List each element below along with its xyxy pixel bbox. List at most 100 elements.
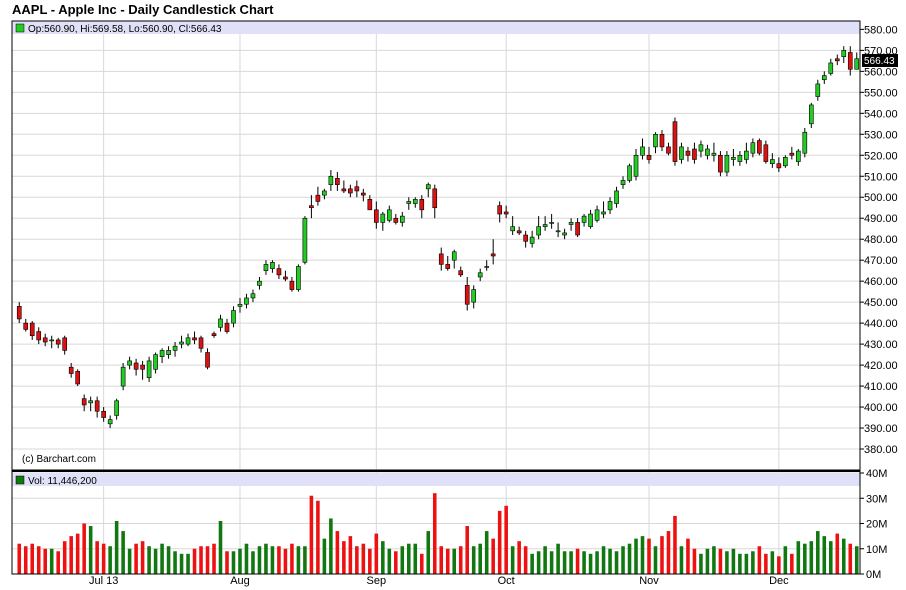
volume-bar <box>153 548 158 574</box>
candle-body <box>276 268 282 276</box>
price-tick-label: 400.00 <box>864 402 898 414</box>
candle-body <box>601 211 606 215</box>
price-tick-label: 510.00 <box>864 171 898 183</box>
volume-bar <box>809 541 814 574</box>
volume-bar <box>530 553 534 574</box>
volume-bar <box>452 548 457 574</box>
volume-bar <box>588 553 593 574</box>
candle-body <box>244 297 249 305</box>
volume-bar <box>634 538 638 574</box>
volume-bar <box>316 500 320 574</box>
volume-bar <box>134 543 138 574</box>
candle-body <box>516 230 522 234</box>
candle-body <box>588 213 593 227</box>
month-label: Nov <box>639 575 659 587</box>
candle-body <box>322 190 327 196</box>
volume-bar <box>595 551 599 574</box>
volume-bar <box>283 548 288 574</box>
volume-bar <box>277 546 281 574</box>
candle-body <box>659 133 665 148</box>
candle-body <box>789 152 795 156</box>
volume-bar <box>601 546 606 574</box>
volume-bar <box>244 543 249 574</box>
candle-body <box>750 142 756 154</box>
price-tick-label: 440.00 <box>864 318 898 330</box>
candle-body <box>172 345 178 351</box>
volume-bar <box>166 546 171 574</box>
volume-bar <box>225 551 229 574</box>
volume-bar <box>95 541 99 574</box>
volume-tick-label: 20M <box>866 519 887 531</box>
volume-bar <box>718 548 723 574</box>
volume-info-text: Vol: 11,446,200 <box>28 476 97 487</box>
volume-bar <box>751 551 755 574</box>
price-tick-label: 490.00 <box>864 213 898 225</box>
volume-bar <box>835 533 840 574</box>
candle-body <box>140 364 145 370</box>
candle-body <box>205 352 210 368</box>
candle-body <box>185 337 191 345</box>
candle-body <box>718 154 723 173</box>
volume-bar <box>796 541 801 574</box>
volume-tick-label: 30M <box>866 493 887 505</box>
volume-bar <box>458 546 463 574</box>
volume-bar <box>101 543 106 574</box>
volume-bar <box>686 538 690 574</box>
price-tick-label: 460.00 <box>864 276 898 288</box>
candle-body <box>101 410 106 418</box>
ohlc-info-text: Op:560.90, Hi:569.58, Lo:560.90, Cl:566.… <box>28 24 222 35</box>
candle-body <box>451 251 457 261</box>
volume-bar <box>368 548 372 574</box>
volume-bar <box>854 546 859 574</box>
volume-bar <box>699 553 703 574</box>
candle-body <box>562 232 567 236</box>
month-label: Aug <box>230 575 250 587</box>
candle-body <box>653 133 658 148</box>
volume-bar <box>673 515 677 574</box>
candle-body <box>153 354 158 370</box>
candle-body <box>770 159 775 164</box>
price-axis: 580.00570.00560.00550.00540.00530.00520.… <box>860 24 898 456</box>
candle-body <box>75 371 80 385</box>
candle-body <box>146 360 152 378</box>
candle-body <box>510 226 515 232</box>
volume-bar <box>705 548 710 574</box>
candle-body <box>672 121 678 162</box>
volume-bar <box>523 546 528 574</box>
price-tick-label: 430.00 <box>864 339 898 351</box>
candle-body <box>23 322 29 330</box>
candle-body <box>854 58 860 70</box>
volume-bar <box>270 546 275 574</box>
price-tick-label: 500.00 <box>864 192 898 204</box>
chart-title: AAPL - Apple Inc - Daily Candlestick Cha… <box>12 2 274 17</box>
candle-body <box>594 209 600 221</box>
candle-body <box>841 50 847 57</box>
volume-bar <box>179 553 184 574</box>
candle-body <box>633 154 639 177</box>
candle-body <box>218 318 223 328</box>
volume-axis: 40M 30M 20M 10M 0M <box>860 468 887 581</box>
candle-body <box>393 217 399 223</box>
candle-body <box>581 215 587 223</box>
candle-body <box>555 230 561 233</box>
candle-body <box>834 58 840 62</box>
candle-body <box>744 150 749 160</box>
volume-bar <box>764 553 768 574</box>
price-tick-label: 450.00 <box>864 297 898 309</box>
candle-body <box>847 52 853 70</box>
volume-bar <box>114 520 119 574</box>
candle-body <box>497 205 502 215</box>
candle-body <box>692 148 697 160</box>
candle-body <box>380 213 386 223</box>
candle-body <box>620 180 626 185</box>
candle-body <box>432 188 438 209</box>
volume-bar <box>361 543 366 574</box>
volume-bar <box>303 546 307 574</box>
candle-body <box>211 333 217 337</box>
candle-body <box>399 215 405 223</box>
candle-body <box>776 163 782 169</box>
volume-tick-label: 10M <box>866 544 887 556</box>
volume-bar <box>30 543 35 574</box>
candle-body <box>166 350 171 355</box>
price-tick-label: 390.00 <box>864 423 898 435</box>
